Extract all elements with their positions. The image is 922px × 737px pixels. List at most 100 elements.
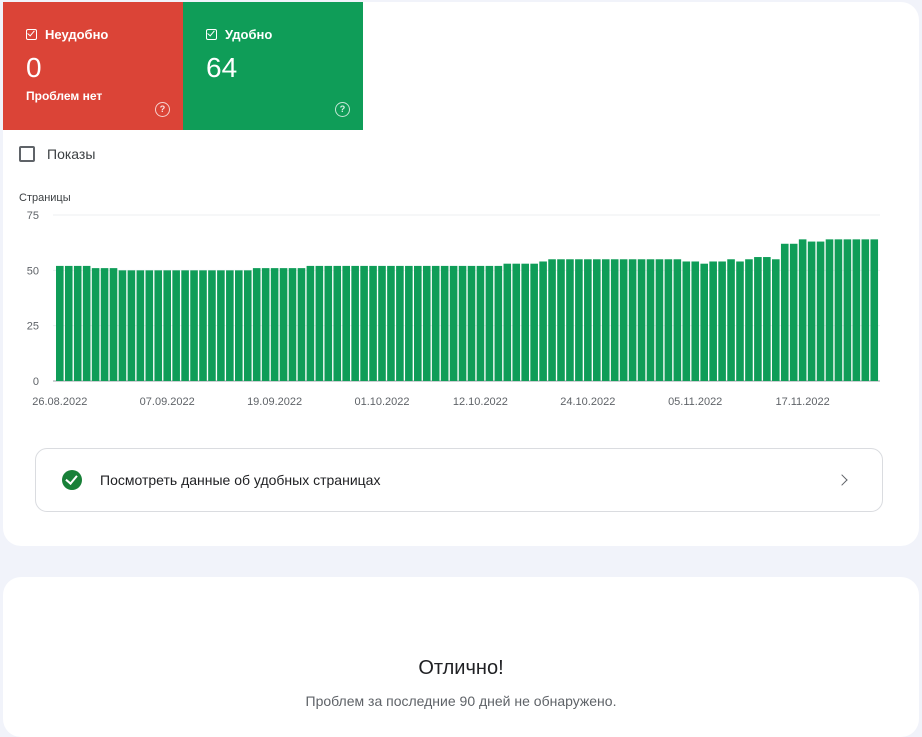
checkbox-checked-icon[interactable] bbox=[206, 28, 217, 40]
chart-bar[interactable] bbox=[279, 268, 288, 381]
chart-bar[interactable] bbox=[190, 270, 198, 381]
chart-bar[interactable] bbox=[56, 265, 64, 381]
help-icon[interactable]: ? bbox=[335, 102, 350, 117]
chart-bar[interactable] bbox=[163, 270, 171, 381]
chart-bar[interactable] bbox=[288, 268, 297, 381]
chart-bar[interactable] bbox=[369, 265, 377, 381]
chart-bar[interactable] bbox=[673, 259, 682, 381]
chart-bar[interactable] bbox=[458, 265, 467, 381]
chart-bar[interactable] bbox=[342, 265, 350, 381]
chart-bar[interactable] bbox=[772, 259, 780, 381]
chart-bar[interactable] bbox=[593, 259, 601, 381]
chart-bar[interactable] bbox=[754, 257, 762, 381]
chart-bar[interactable] bbox=[154, 270, 163, 381]
chart-bar[interactable] bbox=[763, 257, 771, 381]
chart-bar[interactable] bbox=[405, 265, 413, 381]
chart-bar[interactable] bbox=[449, 265, 458, 381]
chart-bar[interactable] bbox=[709, 261, 717, 381]
chart-bar[interactable] bbox=[512, 263, 521, 381]
chart-bar[interactable] bbox=[736, 261, 744, 381]
chart-bar[interactable] bbox=[422, 265, 431, 381]
chart-bar[interactable] bbox=[217, 270, 225, 381]
tile-usable[interactable]: Удобно 64 ? bbox=[183, 2, 363, 130]
chart-bar[interactable] bbox=[360, 265, 368, 381]
chart-bar[interactable] bbox=[199, 270, 207, 381]
chart-bar[interactable] bbox=[503, 263, 512, 381]
impressions-toggle[interactable]: Показы bbox=[19, 146, 95, 162]
chart-bar[interactable] bbox=[861, 239, 870, 381]
chart-bar[interactable] bbox=[145, 270, 154, 381]
chart-bar[interactable] bbox=[557, 259, 565, 381]
view-usable-pages-link[interactable]: Посмотреть данные об удобных страницах bbox=[35, 448, 883, 512]
chart-bar[interactable] bbox=[440, 265, 449, 381]
chart-bar[interactable] bbox=[807, 241, 816, 381]
chart-bar[interactable] bbox=[825, 239, 834, 381]
chart-bar[interactable] bbox=[467, 265, 476, 381]
chart-bar[interactable] bbox=[485, 265, 494, 381]
chart-bar[interactable] bbox=[637, 259, 646, 381]
chart-bar[interactable] bbox=[181, 270, 189, 381]
chart-bar[interactable] bbox=[655, 259, 664, 381]
chart-bar[interactable] bbox=[306, 265, 315, 381]
chart-bar[interactable] bbox=[682, 261, 691, 381]
chart-bar[interactable] bbox=[521, 263, 529, 381]
chart-bar[interactable] bbox=[700, 263, 708, 381]
chart-bar[interactable] bbox=[798, 239, 807, 381]
chart-bar[interactable] bbox=[619, 259, 628, 381]
chart-bar[interactable] bbox=[566, 259, 574, 381]
chart-bar[interactable] bbox=[494, 265, 503, 381]
chart-bar[interactable] bbox=[789, 243, 798, 381]
chart-bar[interactable] bbox=[870, 239, 879, 381]
chart-bar[interactable] bbox=[261, 268, 270, 381]
chart-bar[interactable] bbox=[315, 265, 324, 381]
chart-bar[interactable] bbox=[727, 259, 735, 381]
chart-bar[interactable] bbox=[664, 259, 673, 381]
chart-bar[interactable] bbox=[431, 265, 440, 381]
chart-bar[interactable] bbox=[476, 265, 485, 381]
help-icon[interactable]: ? bbox=[155, 102, 170, 117]
chart-bar[interactable] bbox=[109, 268, 118, 381]
chart-bar[interactable] bbox=[208, 270, 216, 381]
chart-bar[interactable] bbox=[118, 270, 127, 381]
chart-bar[interactable] bbox=[73, 265, 82, 381]
chart-bar[interactable] bbox=[745, 259, 753, 381]
chart-bar[interactable] bbox=[351, 265, 359, 381]
chart-bar[interactable] bbox=[100, 268, 109, 381]
chart-bar[interactable] bbox=[378, 265, 386, 381]
chart-bar[interactable] bbox=[64, 265, 73, 381]
checkbox-checked-icon[interactable] bbox=[26, 28, 37, 40]
chart-bar[interactable] bbox=[610, 259, 619, 381]
chart-bar[interactable] bbox=[243, 270, 252, 381]
chart-bar[interactable] bbox=[843, 239, 852, 381]
chart-bar[interactable] bbox=[780, 243, 789, 381]
chart-bar[interactable] bbox=[628, 259, 637, 381]
chart-bar[interactable] bbox=[235, 270, 243, 381]
chart-bar[interactable] bbox=[601, 259, 610, 381]
tile-not-usable[interactable]: Неудобно 0 Проблем нет ? bbox=[3, 2, 183, 130]
chart-bar[interactable] bbox=[270, 268, 279, 381]
chart-bar[interactable] bbox=[324, 265, 333, 381]
chart-bar[interactable] bbox=[333, 265, 342, 381]
chart-bar[interactable] bbox=[834, 239, 843, 381]
chart-bar[interactable] bbox=[646, 259, 655, 381]
chart-bar[interactable] bbox=[136, 270, 145, 381]
chart-bar[interactable] bbox=[297, 268, 306, 381]
impressions-checkbox[interactable] bbox=[19, 146, 35, 162]
chart-bar[interactable] bbox=[172, 270, 180, 381]
chart-bar[interactable] bbox=[387, 265, 395, 381]
chart-bar[interactable] bbox=[414, 265, 422, 381]
chart-bar[interactable] bbox=[82, 265, 91, 381]
chart-bar[interactable] bbox=[252, 268, 261, 381]
chart-bar[interactable] bbox=[548, 259, 556, 381]
chart-bar[interactable] bbox=[91, 268, 100, 381]
chart-bar[interactable] bbox=[718, 261, 726, 381]
chart-bar[interactable] bbox=[226, 270, 234, 381]
chart-bar[interactable] bbox=[691, 261, 700, 381]
chart-bar[interactable] bbox=[852, 239, 861, 381]
chart-bar[interactable] bbox=[539, 261, 547, 381]
chart-bar[interactable] bbox=[127, 270, 136, 381]
chart-bar[interactable] bbox=[584, 259, 592, 381]
chart-bar[interactable] bbox=[575, 259, 583, 381]
chart-bar[interactable] bbox=[396, 265, 404, 381]
chart-bar[interactable] bbox=[816, 241, 825, 381]
